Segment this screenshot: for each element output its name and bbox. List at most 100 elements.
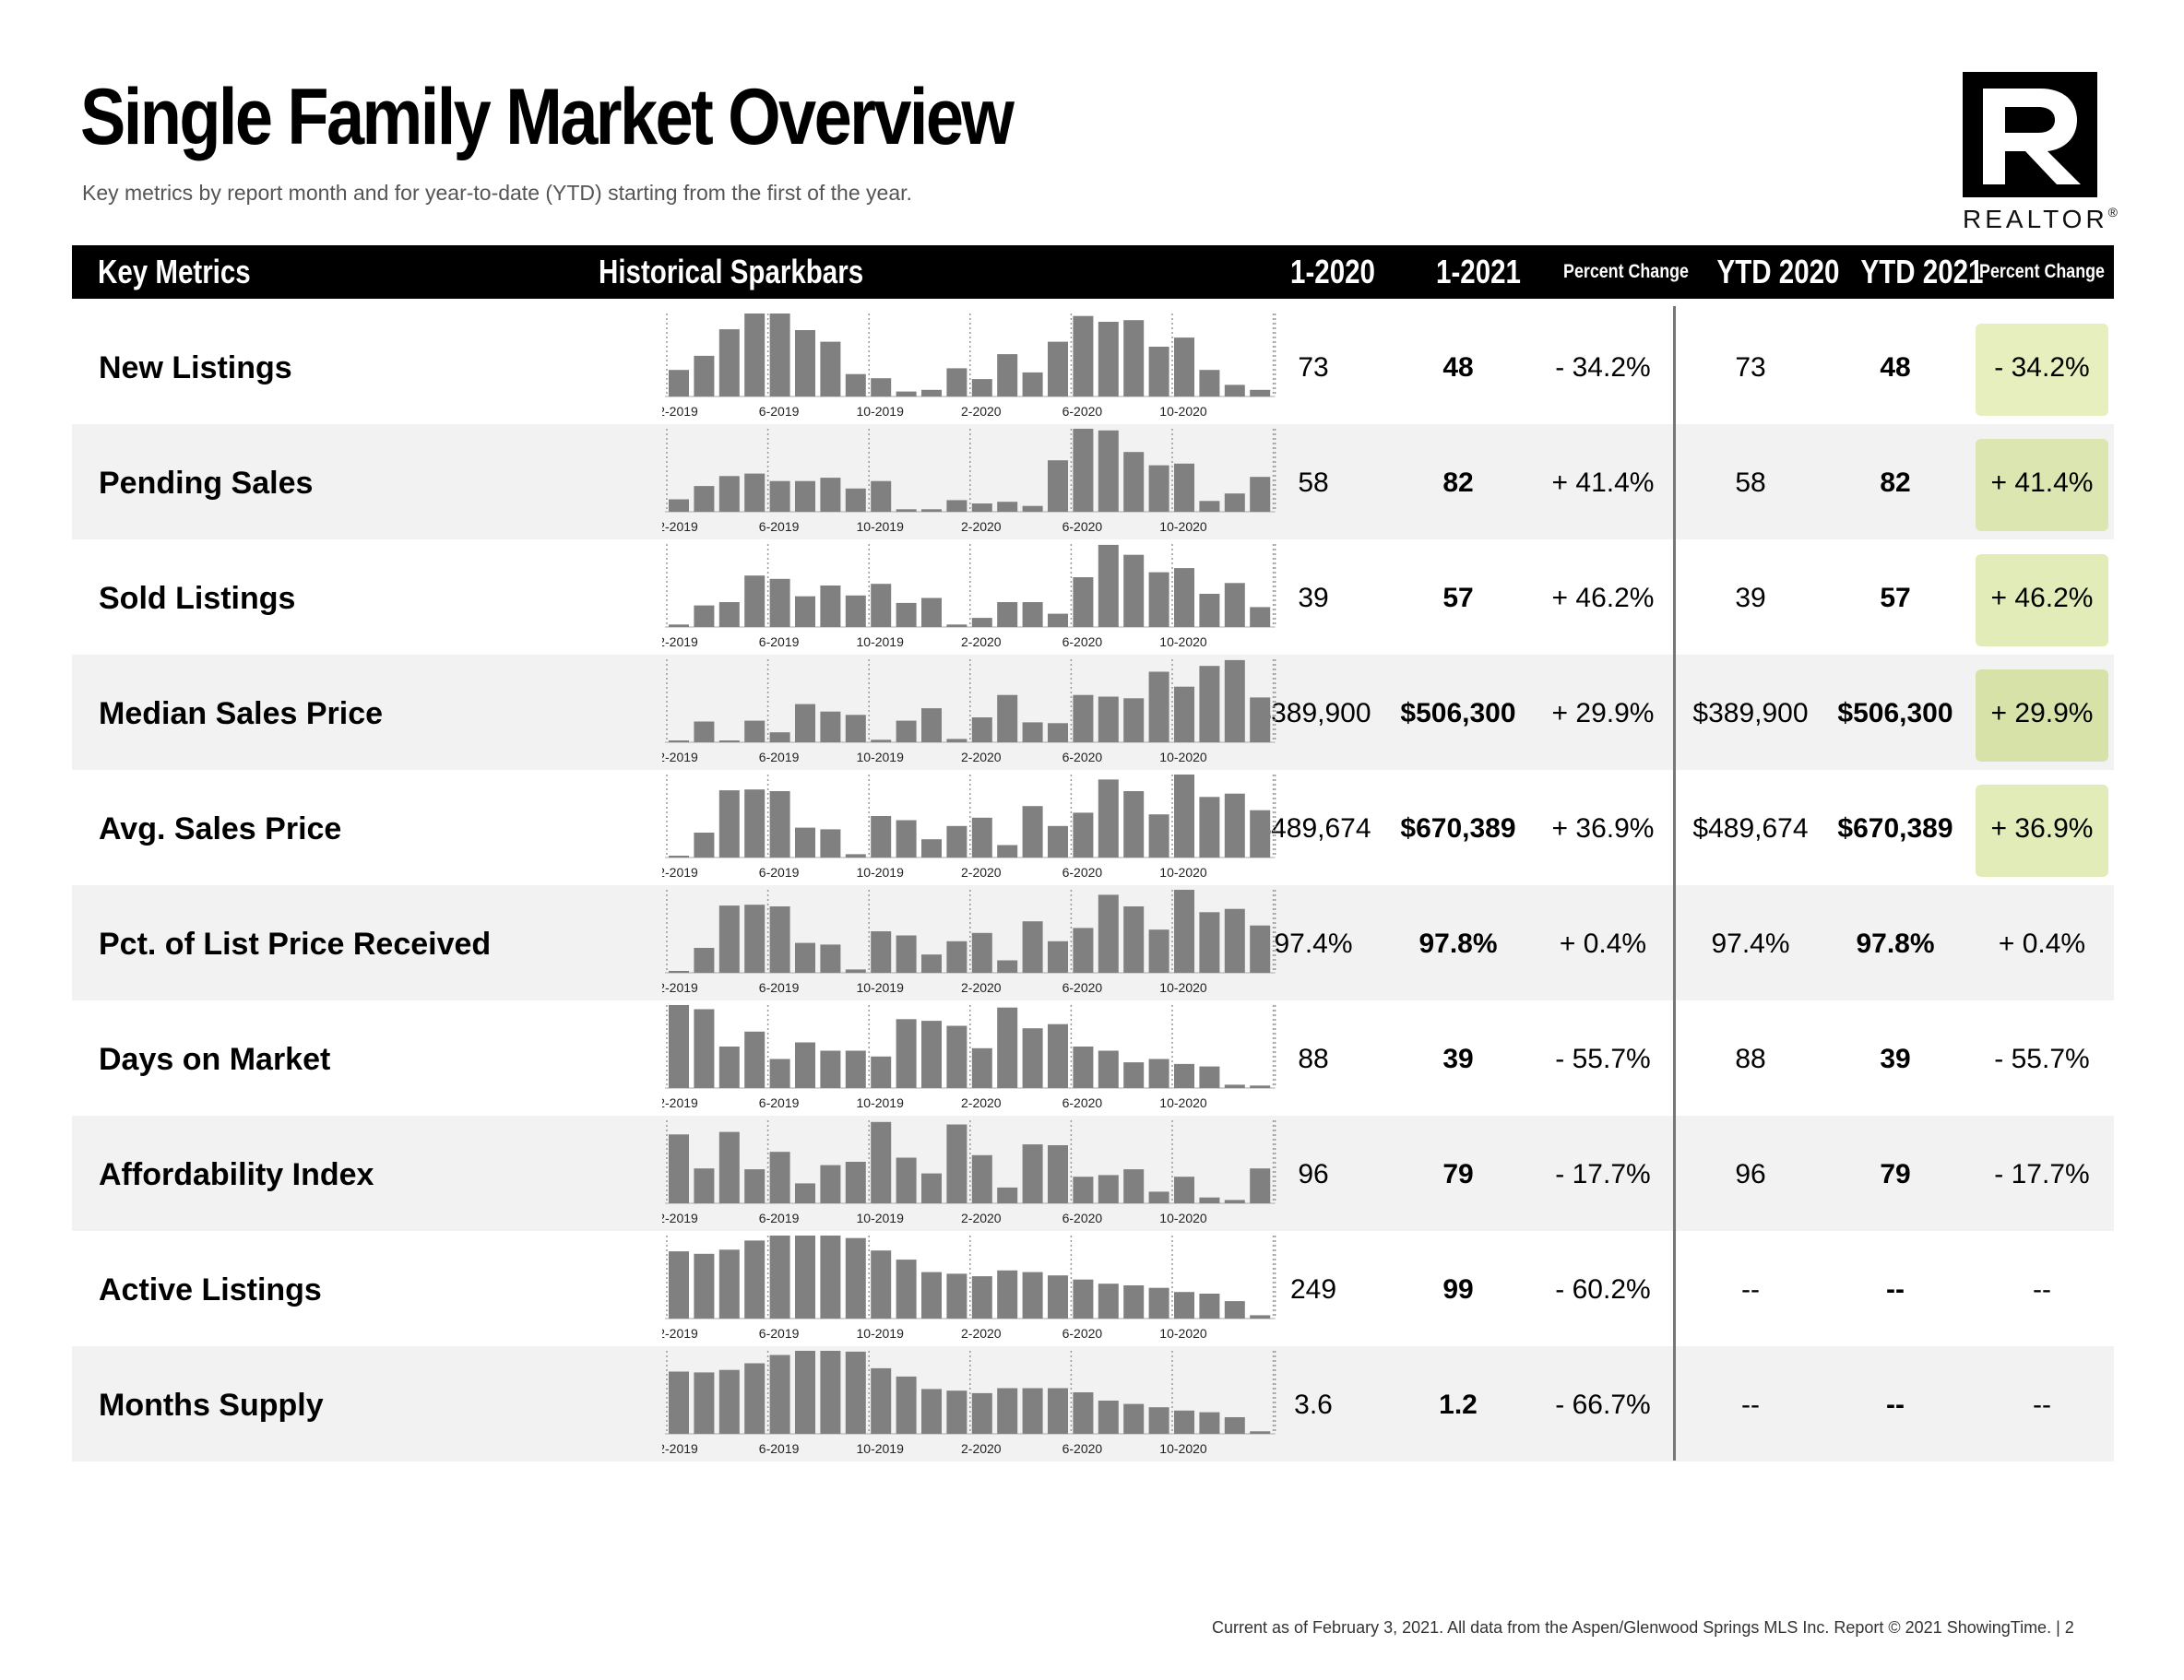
sparkbar [669,740,689,742]
value-ytd-2021: 79 [1880,1159,1911,1189]
sparkbar-tick-label: 6-2019 [759,634,800,649]
sparkbar [694,1372,715,1434]
logo-text: REALTOR [1963,205,2108,233]
sparkbar-tick-label: 10-2020 [1159,1441,1207,1456]
sparkbar [1148,1191,1169,1203]
sparkbar-tick-label: 2-2019 [662,980,698,995]
sparkbar [769,732,790,742]
sparkbar-tick-label: 10-2020 [1159,865,1207,880]
sparkbar-tick-label: 10-2019 [857,519,905,534]
sparkbar [744,314,766,396]
sparkbar [795,1236,815,1319]
table-row: Pending Sales 58 82 + 41.4% 58 82 + 41.4% 2-201… [72,424,2114,539]
sparkbar [871,816,892,858]
sparkbar [669,499,689,512]
sparkbar [1224,793,1245,858]
sparkbar [1123,698,1145,742]
sparkbar [1098,1401,1119,1434]
sparkbar [1174,1410,1194,1434]
sparkbar [946,1390,967,1434]
sparkbar [669,856,689,858]
sparkbar [1048,825,1068,858]
sparkbar-tick-label: 6-2020 [1062,980,1103,995]
sparkbar [997,1270,1018,1319]
sparkbar [845,715,866,742]
sparkbar [1174,1292,1194,1319]
sparkbar [1148,814,1169,858]
sparkbar-tick-label: 6-2019 [759,519,800,534]
value-percent-change: + 29.9% [1551,698,1655,728]
sparkbar [669,370,689,396]
value-ytd-percent-change: -- [2033,1274,2051,1305]
sparkbar [669,1005,689,1088]
metric-label: Pct. of List Price Received [99,927,492,962]
value-month-2020: 97.4% [1274,929,1353,959]
sparkbar [669,1134,689,1203]
sparkbar [1224,1200,1245,1203]
sparkbar [971,717,992,742]
sparkbar [1048,1275,1068,1319]
sparkbar [769,1236,790,1319]
sparkbar [744,1031,766,1088]
sparkbar [694,486,715,512]
value-ytd-2021: 97.8% [1856,929,1935,959]
value-ytd-2020: $489,674 [1692,813,1809,844]
percent-change-highlight [1976,324,2108,416]
sparkbar [1174,1177,1194,1203]
sparkbar-tick-label: 6-2019 [759,1095,800,1110]
sparkbar-tick-label: 10-2019 [857,1441,905,1456]
value-ytd-2020: 97.4% [1711,929,1790,959]
sparkbar [1073,315,1094,396]
sparkbar [997,602,1018,627]
sparkbar [1148,465,1169,512]
sparkbar-tick-label: 6-2019 [759,404,800,419]
sparkbar [744,473,766,512]
sparkbar [871,1121,892,1203]
sparkbar [820,1351,841,1434]
sparkbar [896,1260,917,1319]
sparkbar-tick-label: 6-2020 [1062,1326,1103,1341]
sparkbar [1048,941,1068,973]
sparkbar [1073,694,1094,742]
sparkbar-tick-label: 6-2019 [759,980,800,995]
value-percent-change: + 41.4% [1551,467,1655,498]
sparkbar-chart: 2-2019 6-2019 10-2019 2-2020 6-2020 10-2020 [662,429,1276,534]
sparkbar [1022,722,1043,742]
sparkbar [1199,912,1220,973]
sparkbar-chart: 2-2019 6-2019 10-2019 2-2020 6-2020 10-2020 [662,890,1276,995]
sparkbar-tick-label: 6-2019 [759,750,800,764]
realtor-r-icon [1963,72,2097,197]
table-row: New Listings 73 48 - 34.2% 73 48 - 34.2% 2-2019… [72,309,2114,424]
table-header: Key Metrics Historical Sparkbars 1-2020 … [72,245,2114,299]
sparkbar [1123,1169,1145,1203]
percent-change-highlight [1976,554,2108,646]
sparkbar [795,1351,815,1434]
sparkbar [769,1355,790,1434]
sparkbar-tick-label: 6-2020 [1062,1095,1103,1110]
sparkbar-tick-label: 6-2019 [759,865,800,880]
value-month-2021: 39 [1442,1044,1474,1074]
sparkbar [1250,1168,1271,1203]
sparkbar-tick-label: 2-2019 [662,634,698,649]
sparkbar [1048,613,1068,627]
sparkbar [669,971,689,973]
sparkbar [1048,1145,1068,1203]
value-percent-change: + 0.4% [1559,929,1647,959]
sparkbar [769,578,790,627]
value-ytd-percent-change: - 55.7% [1994,1044,2090,1074]
sparkbar-chart: 2-2019 6-2019 10-2019 2-2020 6-2020 10-2020 [662,1351,1276,1456]
sparkbar [896,602,917,627]
sparkbar-tick-label: 6-2019 [759,1326,800,1341]
sparkbar [1022,1388,1043,1434]
sparkbar [769,1059,790,1088]
header-ytd-percent-change: Percent Change [1979,261,2105,282]
sparkbar [769,906,790,973]
sparkbar [921,954,942,973]
value-percent-change: + 36.9% [1551,813,1655,844]
value-month-2020: 3.6 [1294,1390,1333,1420]
value-month-2021: 79 [1442,1159,1474,1189]
page-title: Single Family Market Overview [80,73,1015,161]
value-month-2021: $506,300 [1400,698,1516,728]
metric-label: New Listings [99,350,292,385]
sparkbar [718,329,740,396]
